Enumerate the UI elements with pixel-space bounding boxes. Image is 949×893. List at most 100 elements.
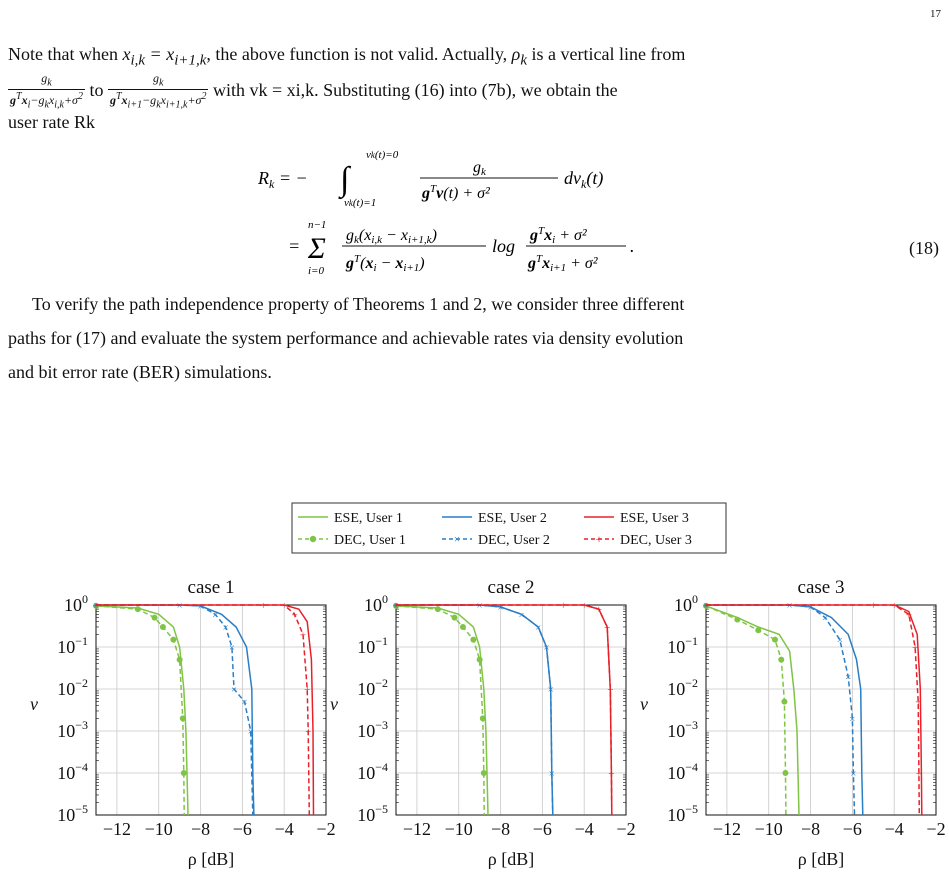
series-line-ese-user-1 bbox=[95, 605, 189, 816]
data-point bbox=[476, 656, 483, 663]
p1-a: Note that when bbox=[8, 44, 123, 64]
y-tick-label: 10−1 bbox=[667, 634, 698, 657]
data-point: × bbox=[837, 635, 843, 647]
data-point: + bbox=[915, 697, 921, 709]
integral-sign: ∫ bbox=[338, 161, 352, 200]
data-point: + bbox=[304, 684, 310, 696]
svg-text:vk(t)=1: vk(t)=1 bbox=[344, 197, 376, 209]
x-tick-label: −4 bbox=[885, 819, 904, 839]
data-point: × bbox=[497, 602, 503, 614]
svg-text:.: . bbox=[630, 236, 635, 256]
data-point bbox=[781, 698, 788, 705]
data-point: × bbox=[93, 600, 99, 612]
x-tick-label: −8 bbox=[801, 819, 820, 839]
x-tick-label: −2 bbox=[616, 819, 635, 839]
series-line-ese-user-3 bbox=[706, 604, 923, 816]
data-point bbox=[479, 715, 486, 722]
data-point bbox=[159, 623, 166, 630]
display-equation: Rk = − ∫ vk(t)=0 vk(t)=1 gk gTv(t) + σ² … bbox=[257, 140, 678, 280]
data-point: + bbox=[891, 600, 897, 612]
data-point: × bbox=[535, 622, 541, 634]
data-point: + bbox=[260, 600, 266, 612]
y-tick-label: 10−3 bbox=[667, 718, 698, 741]
data-point: + bbox=[300, 629, 306, 641]
y-tick-label: 10−3 bbox=[57, 718, 88, 741]
data-point: × bbox=[822, 613, 828, 625]
data-point bbox=[772, 636, 778, 643]
fraction-2: gk gTxi+1−gkxi+1,k+σ2 bbox=[107, 71, 209, 111]
svg-text:gTxi + σ²: gTxi + σ² bbox=[529, 225, 588, 246]
x-tick-label: −12 bbox=[713, 819, 741, 839]
y-tick-label: 10−5 bbox=[57, 802, 88, 825]
legend-label-ese-3: ESE, User 3 bbox=[620, 511, 689, 526]
svg-text:gTv(t) + σ²: gTv(t) + σ² bbox=[421, 183, 491, 202]
y-tick-label: 10−4 bbox=[357, 760, 388, 783]
paragraph-5: paths for (17) and evaluate the system p… bbox=[8, 328, 684, 348]
data-point: + bbox=[305, 726, 311, 738]
svg-text:gT(xi − xi+1): gT(xi − xi+1) bbox=[345, 253, 425, 274]
series-line-ese-user-2 bbox=[96, 604, 255, 816]
legend-label-dec-2: DEC, User 2 bbox=[478, 533, 550, 548]
data-point bbox=[782, 770, 789, 776]
plot-frame-1 bbox=[95, 604, 327, 816]
data-point bbox=[434, 606, 441, 613]
svg-text:gTxi+1 + σ²: gTxi+1 + σ² bbox=[527, 253, 599, 274]
legend-box bbox=[291, 502, 727, 554]
data-point: × bbox=[787, 600, 793, 612]
y-tick-label: 10−1 bbox=[57, 634, 88, 657]
data-point: × bbox=[518, 609, 524, 621]
figure: ESE, User 1 DEC, User 1 ESE, User 2 × DEC, U… bbox=[30, 502, 946, 869]
data-point: × bbox=[703, 600, 709, 612]
data-point: + bbox=[581, 600, 587, 612]
legend-marker-dec-2: × bbox=[454, 532, 461, 546]
data-point: + bbox=[93, 600, 99, 612]
series-line-dec-user-3 bbox=[706, 604, 921, 816]
equation-number: (18) bbox=[909, 238, 939, 258]
y-tick-label: 10−4 bbox=[57, 760, 88, 783]
plot-frame-2 bbox=[395, 604, 627, 816]
series-line-ese-user-3 bbox=[96, 604, 315, 816]
data-point: + bbox=[607, 684, 613, 696]
series-line-ese-user-3 bbox=[396, 604, 613, 816]
data-point: × bbox=[807, 602, 813, 614]
to-word: to bbox=[84, 80, 108, 101]
x-tick-label: −6 bbox=[843, 819, 862, 839]
y-tick-label: 10−1 bbox=[357, 634, 388, 657]
y-tick-label: 10−5 bbox=[357, 802, 388, 825]
paragraph-2: gk gTxi−gkxi,k+σ2 to gk gTxi+1−gkxi+1,k+σ2… bbox=[8, 71, 938, 112]
series-line-ese-user-1 bbox=[395, 605, 489, 816]
paragraph-3: user rate Rk bbox=[8, 112, 95, 132]
x-tick-label: −4 bbox=[275, 819, 294, 839]
y-tick-label: 10−5 bbox=[667, 802, 698, 825]
data-point: + bbox=[906, 609, 912, 621]
data-point: × bbox=[231, 684, 237, 696]
svg-text:gk: gk bbox=[473, 159, 487, 178]
x-tick-label: −4 bbox=[575, 819, 594, 839]
legend-label-dec-3: DEC, User 3 bbox=[620, 533, 692, 548]
series-line-dec-user-2 bbox=[396, 604, 554, 816]
x-tick-label: −12 bbox=[403, 819, 431, 839]
y-tick-label: 100 bbox=[674, 592, 698, 615]
data-point: + bbox=[608, 768, 614, 780]
data-point: × bbox=[845, 671, 851, 683]
x-tick-label: −6 bbox=[233, 819, 252, 839]
svg-text:vk(t)=0: vk(t)=0 bbox=[366, 149, 399, 161]
data-point: + bbox=[604, 622, 610, 634]
y-axis-label: v bbox=[640, 694, 648, 714]
y-tick-label: 10−2 bbox=[667, 676, 698, 699]
x-tick-label: −12 bbox=[103, 819, 131, 839]
svg-text:gk(xi,k − xi+1,k): gk(xi,k − xi+1,k) bbox=[346, 227, 437, 246]
data-point bbox=[470, 636, 477, 643]
data-point: × bbox=[212, 609, 218, 621]
data-point bbox=[755, 627, 762, 634]
x-tick-label: −10 bbox=[445, 819, 473, 839]
x-axis-label: ρ [dB] bbox=[488, 849, 534, 869]
data-point bbox=[778, 656, 785, 663]
sum-sign: Σ bbox=[307, 232, 326, 265]
y-tick-label: 10−2 bbox=[57, 676, 88, 699]
data-point: + bbox=[393, 600, 399, 612]
data-point bbox=[179, 715, 186, 722]
page-number: 17 bbox=[930, 8, 941, 20]
data-point: × bbox=[223, 622, 229, 634]
x-tick-label: −10 bbox=[145, 819, 173, 839]
